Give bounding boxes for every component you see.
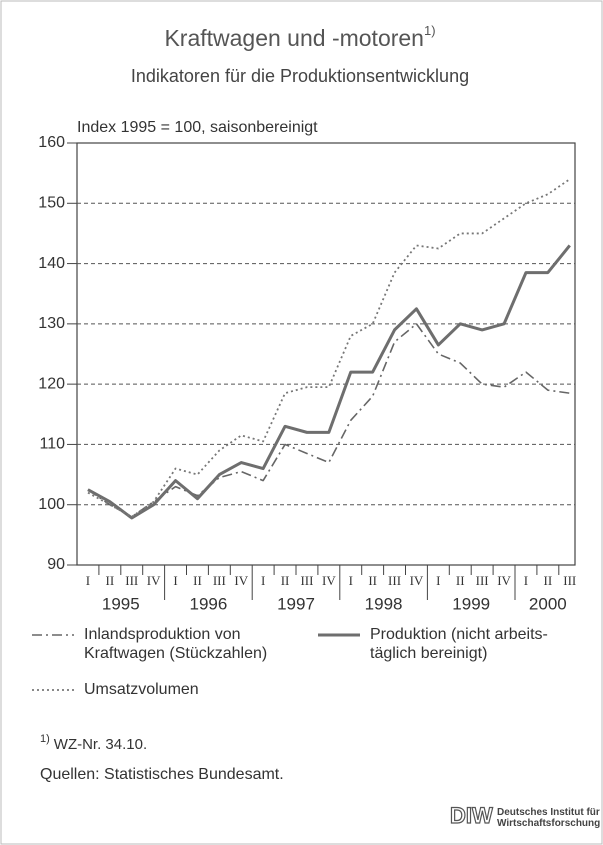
logo-text: Deutsches Institut für Wirtschaftsforsch… xyxy=(497,807,601,829)
x-tick-label: II xyxy=(106,573,115,588)
x-tick-label: I xyxy=(261,573,265,588)
x-tick-label: III xyxy=(125,573,138,588)
x-tick-label: III xyxy=(300,573,313,588)
x-tick-label: IV xyxy=(234,573,248,588)
legend-label: Inlandsproduktion von Kraftwagen (Stückz… xyxy=(84,626,268,662)
year-label: 1995 xyxy=(102,594,140,613)
footnote-mark: 1) xyxy=(40,733,50,745)
x-tick-label: I xyxy=(349,573,353,588)
year-label: 1996 xyxy=(189,594,227,613)
y-tick-label: 120 xyxy=(38,375,65,392)
y-tick-label: 90 xyxy=(47,556,65,573)
footnote-text: WZ-Nr. 34.10. xyxy=(54,736,147,753)
x-tick-label: II xyxy=(193,573,202,588)
x-tick-label: I xyxy=(436,573,440,588)
x-tick-label: II xyxy=(544,573,553,588)
x-tick-label: III xyxy=(476,573,489,588)
y-tick-label: 130 xyxy=(38,315,65,332)
x-tick-label: III xyxy=(213,573,226,588)
y-tick-label: 160 xyxy=(38,134,65,151)
series-line xyxy=(87,178,571,518)
series-line xyxy=(87,244,571,520)
y-tick-label: 100 xyxy=(38,496,65,513)
chart-subtitle: Indikatoren für die Produktionsentwicklu… xyxy=(131,66,469,86)
y-axis-label: Index 1995 = 100, saisonbereinigt xyxy=(77,119,318,136)
x-tick-label: II xyxy=(456,573,465,588)
legend-label: Umsatzvolumen xyxy=(84,681,199,698)
title-note: 1) xyxy=(424,23,436,38)
year-label: 1999 xyxy=(452,594,490,613)
x-tick-label: IV xyxy=(410,573,424,588)
source: Quellen: Statistisches Bundesamt. xyxy=(40,766,284,783)
x-tick-label: IV xyxy=(497,573,511,588)
year-label: 2000 xyxy=(529,594,567,613)
x-tick-label: III xyxy=(563,573,576,588)
x-tick-label: I xyxy=(86,573,90,588)
series-line xyxy=(87,323,570,518)
title-text: Kraftwagen und -motoren xyxy=(164,25,424,51)
plot-frame xyxy=(76,142,576,566)
year-label: 1998 xyxy=(365,594,403,613)
y-tick-label: 140 xyxy=(38,255,65,272)
x-tick-label: III xyxy=(388,573,401,588)
x-tick-label: II xyxy=(281,573,290,588)
y-tick-label: 150 xyxy=(38,195,65,212)
x-tick-label: I xyxy=(173,573,177,588)
legend-label: Produktion (nicht arbeits- täglich berei… xyxy=(370,626,548,662)
x-tick-label: IV xyxy=(322,573,336,588)
x-tick-label: IV xyxy=(147,573,161,588)
y-tick-label: 110 xyxy=(39,436,65,453)
x-tick-label: I xyxy=(524,573,528,588)
chart-title: Kraftwagen und -motoren1) xyxy=(164,23,435,51)
year-label: 1997 xyxy=(277,594,315,613)
x-tick-label: II xyxy=(368,573,377,588)
logo: DIW xyxy=(450,803,493,828)
footnote: 1) WZ-Nr. 34.10. xyxy=(40,733,147,753)
